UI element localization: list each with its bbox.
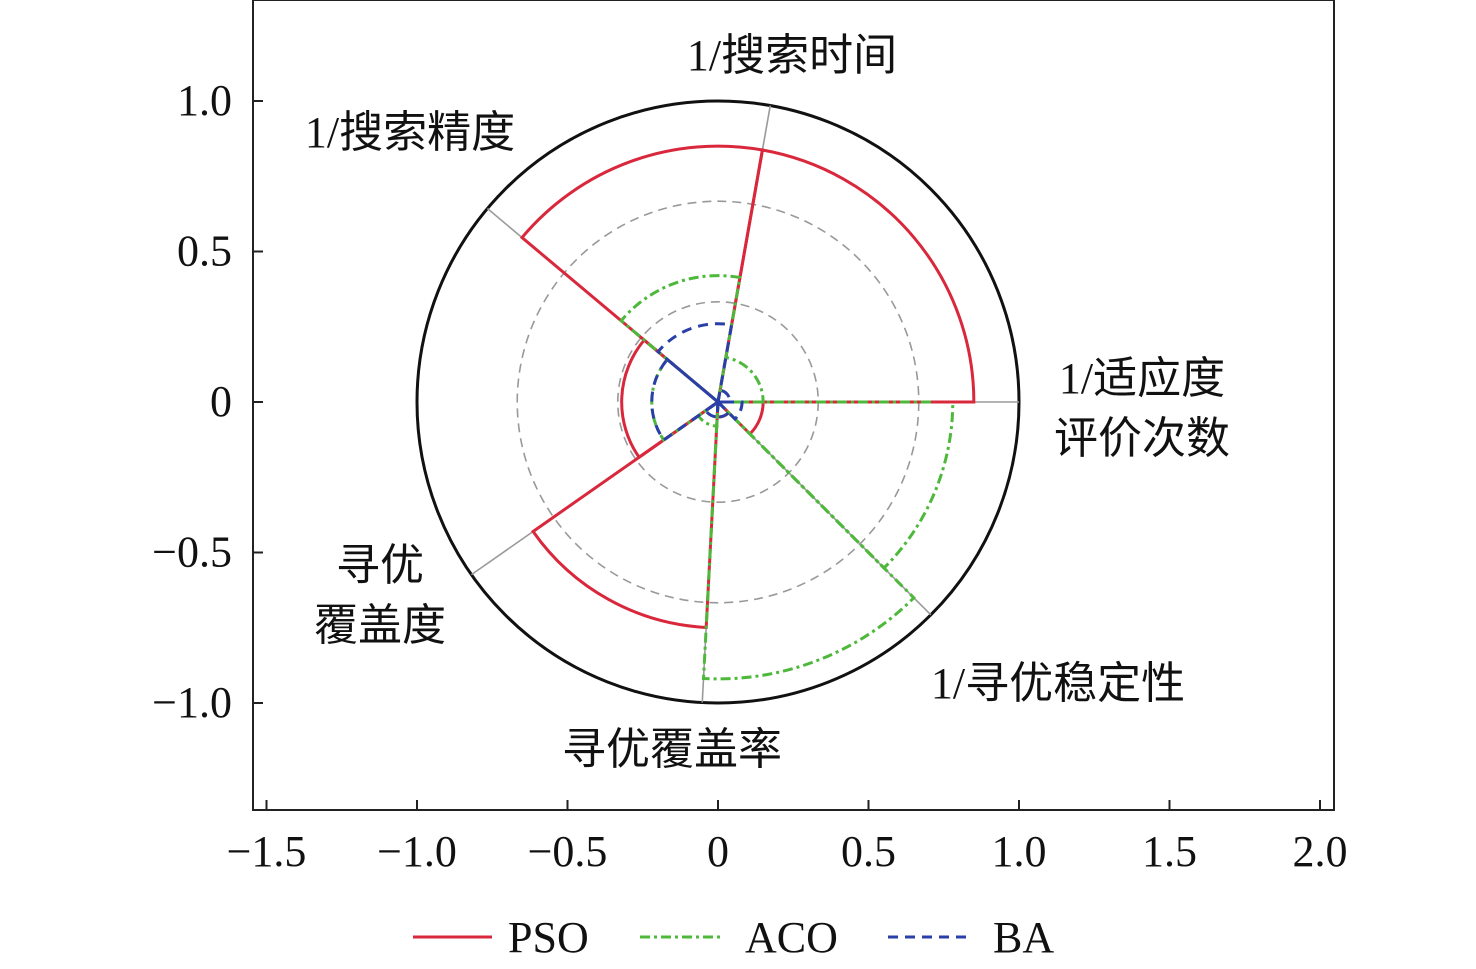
legend: PSO ACO BA <box>413 913 1054 962</box>
category-label: 1/搜索时间 <box>687 31 897 80</box>
sector-aco <box>701 398 916 681</box>
x-tick-label: 1.0 <box>992 827 1047 876</box>
sector-pso <box>716 148 976 404</box>
x-tick-label: −1.5 <box>227 827 307 876</box>
sector-aco <box>716 355 765 404</box>
category-label: 覆盖度 <box>314 601 446 650</box>
x-tick-label: 0 <box>707 827 729 876</box>
plot-frame <box>252 0 1335 811</box>
legend-label-pso: PSO <box>508 913 589 962</box>
y-tick-label: −1.0 <box>152 678 232 727</box>
category-label: 评价次数 <box>1054 414 1230 463</box>
sector-ba <box>655 322 734 405</box>
sector-ba <box>650 357 721 443</box>
polar-area <box>415 99 1021 705</box>
y-tick-label: 0.5 <box>177 227 232 276</box>
sector-ba <box>703 399 720 419</box>
y-tick-label: 0 <box>210 377 232 426</box>
sector-aco <box>619 274 742 405</box>
axes: −1.5 −1.0 −0.5 0 0.5 1.0 1.5 2.0 1.0 0.5 0 −0.5 −1.0 <box>152 76 1347 876</box>
sector-pso <box>620 337 721 460</box>
x-tick-label: −0.5 <box>528 827 608 876</box>
category-label: 1/寻优稳定性 <box>931 659 1185 708</box>
y-tick-label: −0.5 <box>152 528 232 577</box>
sector-aco <box>714 400 955 571</box>
legend-label-aco: ACO <box>745 913 838 962</box>
category-label: 1/搜索精度 <box>305 108 515 157</box>
sector-aco <box>650 357 721 443</box>
category-label: 寻优覆盖率 <box>562 725 782 774</box>
sector-ba <box>716 388 732 404</box>
x-tick-label: 2.0 <box>1293 827 1348 876</box>
sector-pso <box>530 399 720 630</box>
sector-pso <box>519 144 765 405</box>
x-tick-label: −1.0 <box>377 827 457 876</box>
x-tick-label: 1.5 <box>1142 827 1197 876</box>
x-tick-label: 0.5 <box>841 827 896 876</box>
category-label: 寻优 <box>336 541 424 590</box>
category-label: 1/适应度 <box>1059 354 1225 403</box>
sector-ba <box>714 400 744 422</box>
legend-label-ba: BA <box>993 913 1054 962</box>
y-tick-label: 1.0 <box>177 76 232 125</box>
sector-ba <box>715 398 731 419</box>
